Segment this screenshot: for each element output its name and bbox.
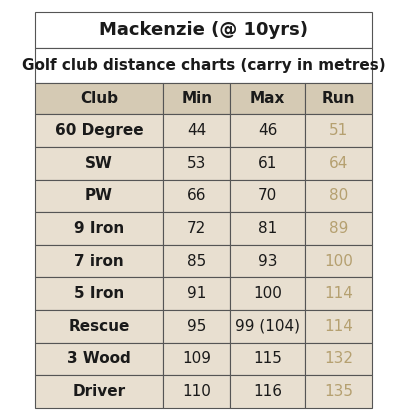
Bar <box>35 114 163 147</box>
Text: 3 Wood: 3 Wood <box>67 351 131 366</box>
Bar <box>305 277 372 310</box>
Bar <box>35 277 163 310</box>
Bar <box>163 375 230 408</box>
Bar <box>305 147 372 180</box>
Bar <box>163 342 230 375</box>
Text: 5 Iron: 5 Iron <box>74 286 124 301</box>
Text: 95: 95 <box>187 319 206 334</box>
Bar <box>230 310 305 342</box>
Text: Max: Max <box>250 91 285 106</box>
Bar <box>35 83 163 114</box>
Bar <box>163 114 230 147</box>
Bar <box>305 212 372 245</box>
Bar <box>305 83 372 114</box>
Bar <box>305 245 372 277</box>
Bar <box>35 245 163 277</box>
Bar <box>230 342 305 375</box>
Text: 100: 100 <box>253 286 282 301</box>
Bar <box>230 212 305 245</box>
Text: 114: 114 <box>324 319 353 334</box>
Bar <box>305 114 372 147</box>
Text: 81: 81 <box>258 221 277 236</box>
Bar <box>305 310 372 342</box>
Text: 116: 116 <box>253 384 282 399</box>
Text: 44: 44 <box>187 123 206 138</box>
Bar <box>230 180 305 212</box>
Bar <box>163 310 230 342</box>
Bar <box>230 147 305 180</box>
Bar <box>230 277 305 310</box>
Text: Mackenzie (@ 10yrs): Mackenzie (@ 10yrs) <box>99 21 308 39</box>
Bar <box>35 180 163 212</box>
Text: SW: SW <box>85 156 113 171</box>
Bar <box>35 212 163 245</box>
Text: 51: 51 <box>329 123 348 138</box>
Bar <box>305 180 372 212</box>
Text: 7 iron: 7 iron <box>74 253 124 269</box>
Text: 61: 61 <box>258 156 277 171</box>
Text: 46: 46 <box>258 123 277 138</box>
Text: Driver: Driver <box>72 384 125 399</box>
Text: 100: 100 <box>324 253 353 269</box>
Bar <box>35 12 372 48</box>
Bar <box>305 375 372 408</box>
Bar <box>230 375 305 408</box>
Bar <box>163 147 230 180</box>
Text: 109: 109 <box>182 351 211 366</box>
Bar <box>163 212 230 245</box>
Text: 114: 114 <box>324 286 353 301</box>
Text: 115: 115 <box>253 351 282 366</box>
Text: Run: Run <box>322 91 355 106</box>
Text: Club: Club <box>80 91 118 106</box>
Text: 60 Degree: 60 Degree <box>55 123 143 138</box>
Bar <box>230 83 305 114</box>
Text: 70: 70 <box>258 188 277 203</box>
Text: 99 (104): 99 (104) <box>235 319 300 334</box>
Text: 110: 110 <box>182 384 211 399</box>
Text: 135: 135 <box>324 384 353 399</box>
Text: 91: 91 <box>187 286 206 301</box>
Text: Rescue: Rescue <box>68 319 130 334</box>
Text: 85: 85 <box>187 253 206 269</box>
Text: 132: 132 <box>324 351 353 366</box>
Text: 53: 53 <box>187 156 206 171</box>
Bar <box>230 245 305 277</box>
Bar <box>35 375 163 408</box>
Text: PW: PW <box>85 188 113 203</box>
Text: 66: 66 <box>187 188 206 203</box>
Bar <box>35 147 163 180</box>
Text: Min: Min <box>181 91 212 106</box>
Bar <box>35 310 163 342</box>
Text: 93: 93 <box>258 253 277 269</box>
Text: Golf club distance charts (carry in metres): Golf club distance charts (carry in metr… <box>22 58 385 73</box>
Bar <box>230 114 305 147</box>
Text: 89: 89 <box>329 221 348 236</box>
Bar <box>163 180 230 212</box>
Text: 9 Iron: 9 Iron <box>74 221 124 236</box>
Bar <box>305 342 372 375</box>
Text: 80: 80 <box>329 188 348 203</box>
Bar <box>35 342 163 375</box>
Text: 64: 64 <box>329 156 348 171</box>
Bar <box>163 277 230 310</box>
Bar <box>163 83 230 114</box>
Bar <box>163 245 230 277</box>
Bar <box>35 48 372 83</box>
Text: 72: 72 <box>187 221 206 236</box>
